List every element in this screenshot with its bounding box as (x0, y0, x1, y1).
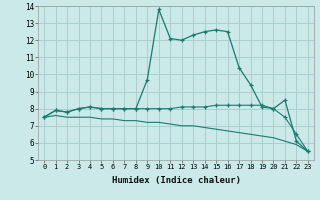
X-axis label: Humidex (Indice chaleur): Humidex (Indice chaleur) (111, 176, 241, 185)
